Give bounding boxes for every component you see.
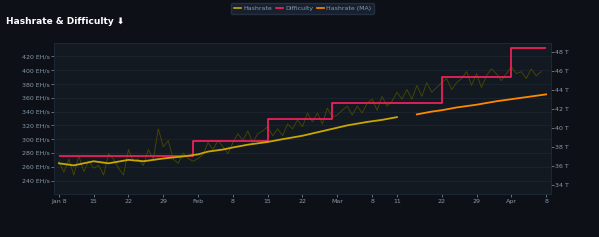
Legend: Hashrate, Difficulty, Hashrate (MA): Hashrate, Difficulty, Hashrate (MA) xyxy=(231,3,374,14)
Text: Hashrate & Difficulty ⬇: Hashrate & Difficulty ⬇ xyxy=(6,17,125,26)
